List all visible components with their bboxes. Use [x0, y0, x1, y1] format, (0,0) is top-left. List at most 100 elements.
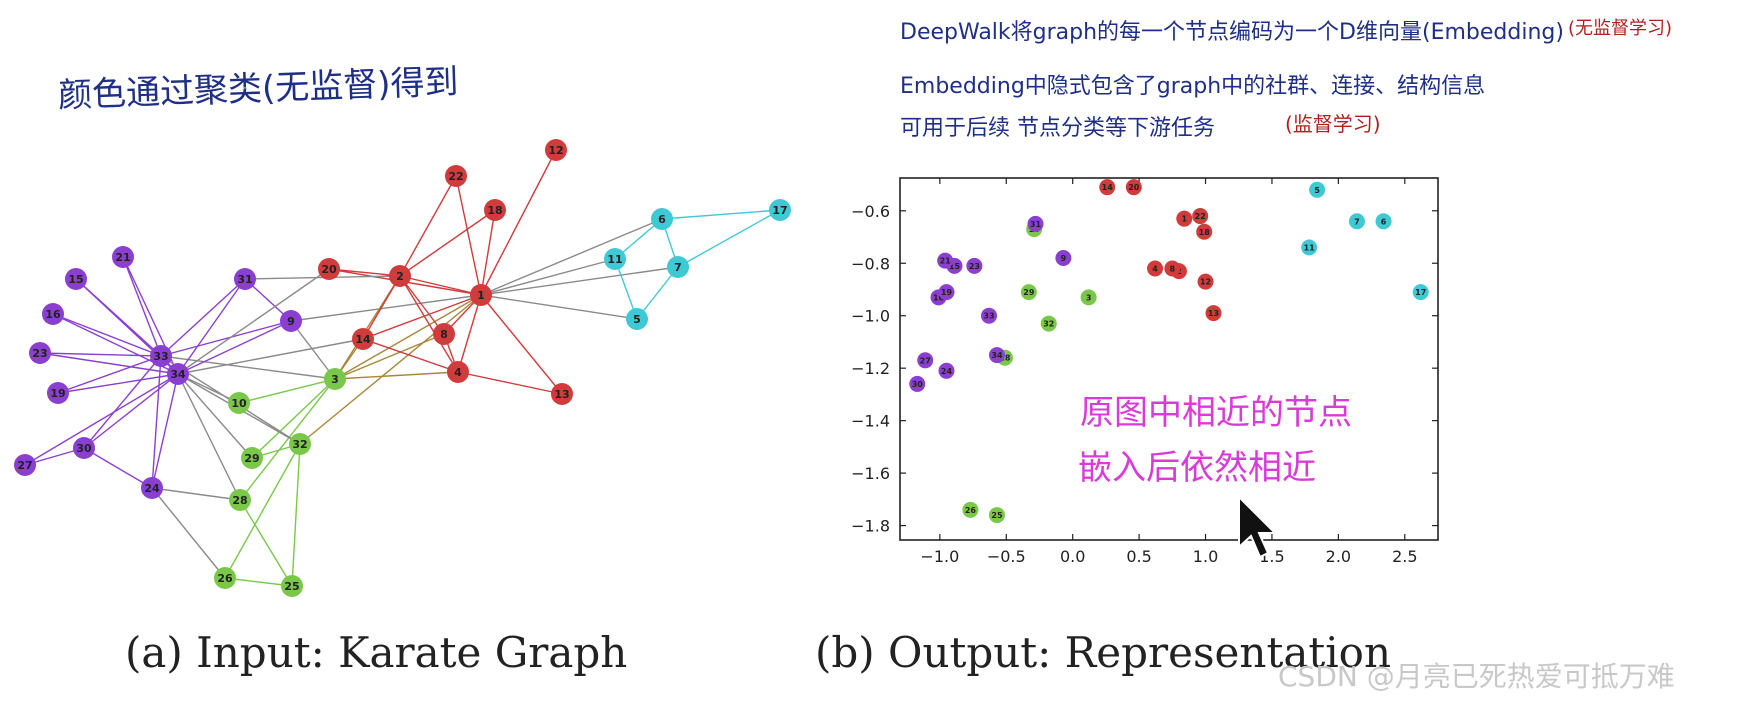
graph-node-label: 25	[284, 580, 299, 593]
scatter-point-3: 3	[1080, 289, 1097, 306]
graph-node-label: 11	[607, 253, 622, 266]
scatter-point-4: 4	[1147, 260, 1164, 277]
scatter-point-25: 25	[988, 507, 1005, 524]
graph-node-18: 18	[484, 199, 506, 221]
graph-node-label: 30	[76, 442, 92, 455]
graph-node-14: 14	[352, 328, 374, 350]
graph-node-label: 8	[440, 328, 448, 341]
graph-node-label: 13	[554, 388, 569, 401]
graph-edge	[480, 258, 616, 296]
graph-edge	[177, 320, 292, 375]
right-annotation-line3: 可用于后续 节点分类等下游任务	[900, 116, 1215, 141]
x-tick-label: −1.0	[920, 547, 959, 566]
scatter-point-label: 18	[1199, 228, 1211, 237]
scatter-point-34: 34	[988, 347, 1005, 364]
y-tick-label: −1.4	[851, 412, 890, 431]
scatter-point-label: 12	[1200, 278, 1211, 287]
scatter-point-8: 8	[1164, 260, 1181, 277]
graph-node-26: 26	[214, 567, 236, 589]
x-tick-label: 2.0	[1326, 547, 1351, 566]
scatter-point-label: 33	[983, 312, 994, 321]
graph-edge	[239, 499, 293, 587]
graph-edge	[224, 443, 301, 579]
scatter-point-label: 19	[941, 288, 953, 297]
x-tick-label: 0.5	[1126, 547, 1151, 566]
right-annotation-line1-tag: (无监督学习)	[1568, 18, 1673, 39]
scatter-point-label: 7	[1354, 217, 1360, 226]
graph-node-4: 4	[447, 361, 469, 383]
graph-edge	[151, 487, 241, 501]
graph-node-label: 22	[448, 170, 463, 183]
graph-node-10: 10	[228, 392, 250, 414]
x-tick-label: 1.0	[1193, 547, 1218, 566]
scatter-point-17: 17	[1412, 284, 1429, 301]
graph-node-label: 34	[170, 368, 186, 381]
x-tick-label: 2.5	[1392, 547, 1417, 566]
graph-node-25: 25	[281, 575, 303, 597]
graph-node-label: 21	[115, 251, 130, 264]
graph-node-13: 13	[551, 383, 573, 405]
graph-node-label: 18	[487, 204, 502, 217]
graph-edge	[177, 373, 241, 501]
scatter-point-label: 27	[920, 356, 931, 365]
graph-edge	[399, 209, 496, 277]
graph-node-1: 1	[470, 284, 492, 306]
y-tick-label: −1.6	[851, 464, 890, 483]
scatter-point-label: 32	[1043, 320, 1054, 329]
graph-edge	[399, 275, 459, 373]
scatter-point-13: 13	[1205, 305, 1222, 322]
graph-edge	[334, 294, 482, 380]
y-tick-label: −0.8	[851, 254, 890, 273]
graph-edge	[151, 355, 162, 489]
graph-edge	[238, 378, 336, 404]
graph-node-9: 9	[280, 310, 302, 332]
graph-edge	[83, 447, 153, 489]
scatter-point-label: 6	[1381, 217, 1387, 226]
graph-node-label: 6	[658, 213, 666, 226]
scatter-point-label: 22	[1195, 212, 1206, 221]
scatter-point-30: 30	[909, 375, 926, 392]
y-tick-label: −1.0	[851, 307, 890, 326]
graph-edge	[24, 373, 179, 466]
graph-edge	[677, 209, 781, 268]
graph-edge	[177, 278, 246, 375]
scatter-point-label: 26	[965, 506, 977, 515]
scatter-point-label: 28	[999, 354, 1011, 363]
graph-node-label: 31	[237, 273, 252, 286]
graph-node-label: 27	[17, 459, 32, 472]
graph-edge	[160, 355, 336, 380]
scatter-point-label: 14	[1102, 183, 1114, 192]
graph-node-label: 12	[548, 144, 563, 157]
scatter-point-19: 19	[938, 284, 955, 301]
mouse-cursor-icon	[1238, 495, 1278, 559]
scatter-point-label: 1	[1181, 215, 1187, 224]
graph-edge	[455, 175, 482, 296]
karate-graph: 1234567891011121314151617181920212223242…	[14, 139, 791, 597]
graph-node-label: 26	[217, 572, 233, 585]
scatter-point-12: 12	[1197, 273, 1214, 290]
scatter-point-1: 1	[1176, 210, 1193, 227]
graph-node-32: 32	[289, 433, 311, 455]
graph-edge	[39, 352, 162, 357]
graph-edge	[177, 338, 364, 375]
graph-edge	[480, 294, 638, 320]
graph-node-label: 10	[231, 397, 247, 410]
graph-node-label: 20	[321, 263, 337, 276]
scatter-point-label: 20	[1128, 183, 1140, 192]
graph-edge	[57, 355, 162, 394]
graph-node-label: 29	[244, 452, 259, 465]
scatter-point-label: 8	[1170, 265, 1176, 274]
graph-node-12: 12	[545, 139, 567, 161]
graph-edge	[83, 373, 179, 449]
graph-edge	[328, 268, 401, 277]
graph-edge	[480, 294, 563, 395]
graph-edge	[224, 577, 293, 587]
graph-edge	[399, 275, 445, 335]
graph-node-label: 14	[355, 333, 371, 346]
graph-node-11: 11	[604, 248, 626, 270]
graph-node-label: 33	[153, 350, 168, 363]
caption-input-graph: (a) Input: Karate Graph	[125, 628, 628, 677]
graph-node-30: 30	[73, 437, 95, 459]
graph-edge	[239, 378, 336, 501]
scatter-point-7: 7	[1348, 213, 1365, 230]
